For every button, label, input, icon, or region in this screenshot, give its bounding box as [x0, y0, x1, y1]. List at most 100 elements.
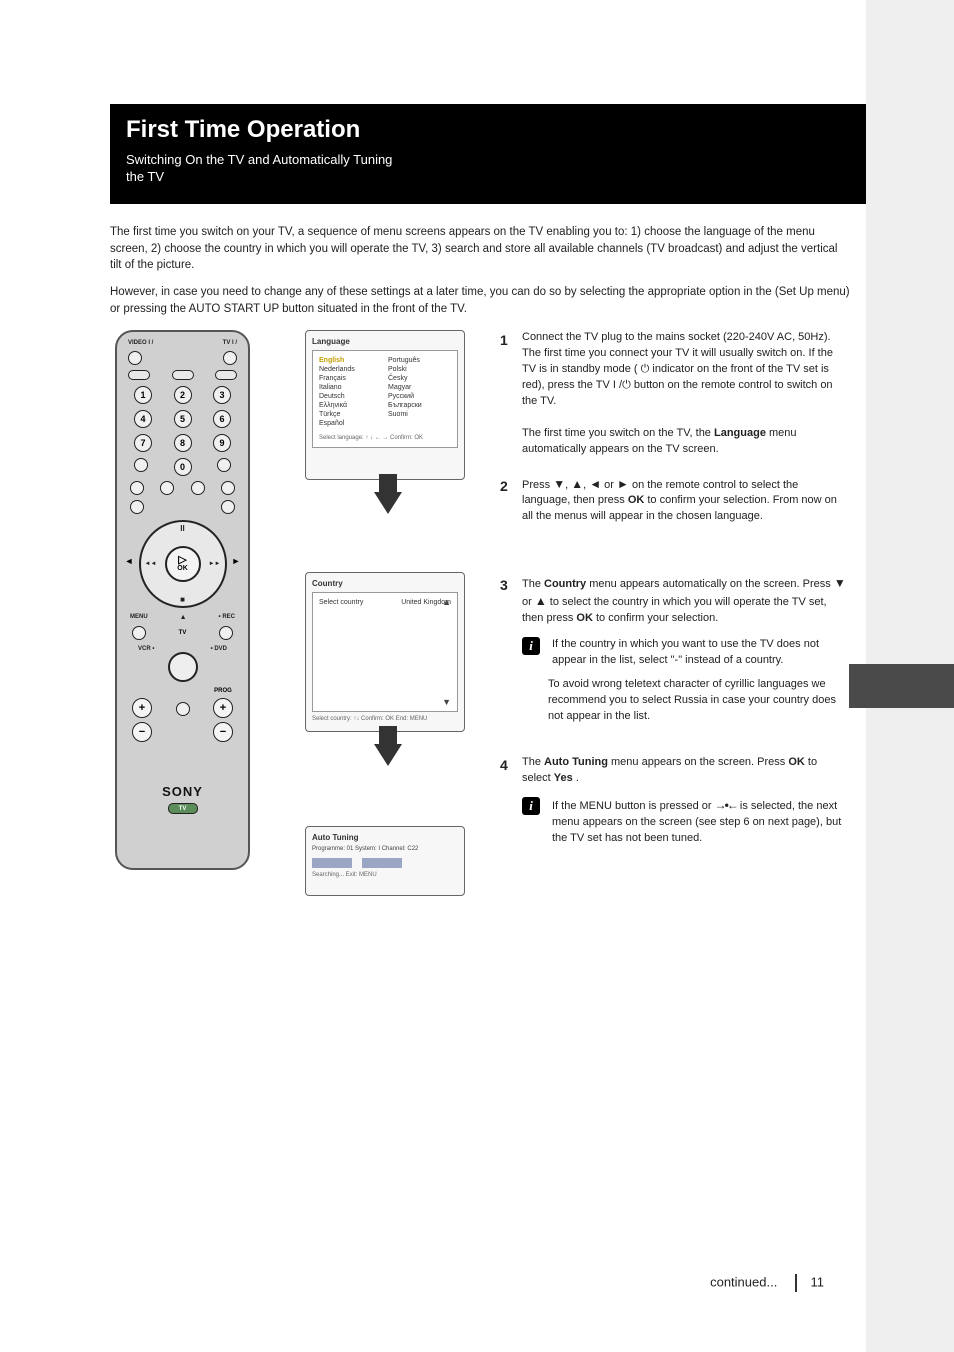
page-footer: continued... 11 [710, 1274, 824, 1292]
remote-vol-up: + [132, 698, 152, 718]
step-3-body: The Country menu appears automatically o… [522, 575, 848, 725]
section-subtitle-b: the TV [126, 169, 850, 186]
screen-country-inner: ▲ Select country United Kingdom ▼ [312, 592, 458, 712]
step-2: 2 Press ▼, ▲, ◄ or ► on the remote contr… [500, 476, 848, 526]
arrow-down-icon: ▼ [834, 576, 846, 590]
screen-country-title: Country [312, 579, 458, 588]
remote-mode-5 [130, 500, 144, 514]
remote-ok-button: ▷ OK [165, 546, 201, 582]
lang-col-right: Português Polski Česky Magyar Русский Бъ… [388, 357, 451, 427]
step-2-text-a: Press [522, 479, 553, 491]
intro-note: However, in case you need to change any … [110, 284, 850, 317]
step-1-power-glyphs: I / [613, 379, 622, 391]
step-4-ok: OK [788, 756, 805, 768]
step-3-country-word: Country [544, 578, 586, 590]
dpad-up: II [180, 524, 184, 533]
remote-mode-row [124, 481, 241, 495]
step-2-num: 2 [500, 476, 520, 496]
section-header: First Time Operation Switching On the TV… [110, 104, 866, 204]
lang-item: Magyar [388, 384, 451, 391]
lang-item: Español [319, 420, 382, 427]
lang-item: Italiano [319, 384, 382, 391]
remote-label-video: VIDEO I / [128, 340, 153, 346]
remote-mode-1 [130, 481, 144, 495]
step-4-note: i If the MENU button is pressed or →•← i… [522, 797, 848, 847]
step-3-num: 3 [500, 575, 520, 595]
continued-label: continued... [710, 1274, 777, 1289]
remote-lbl-dvd: • DVD [211, 646, 227, 652]
arrow-down-icon: ▼ [553, 477, 565, 491]
lang-item: Türkçe [319, 411, 382, 418]
remote-power-row [124, 351, 241, 365]
remote-key-1: 1 [134, 386, 152, 404]
step-2-ok: OK [628, 494, 645, 506]
tune-bar-1 [312, 858, 352, 868]
remote-tv-lbl: TV [179, 630, 187, 636]
remote-ok-tri: ▷ [178, 556, 186, 565]
remote-numpad: 123 456 789 0 [124, 386, 241, 476]
dpad-down: ■ [180, 595, 185, 604]
remote-dpad-left-glyph: ◄ [124, 556, 134, 566]
screen-language: Language English Nederlands Français Ita… [305, 330, 465, 480]
remote-pill-2 [172, 370, 194, 380]
remote-tv-power [223, 351, 237, 365]
remote-dpad-right-glyph: ► [231, 556, 241, 566]
remote-key-0: 0 [174, 458, 192, 476]
down-arrow-icon [374, 492, 402, 514]
country-scroll-up-icon: ▲ [442, 597, 451, 607]
remote-ok-label: OK [177, 565, 188, 572]
step-4-note-text: If the MENU button is pressed or [552, 800, 715, 812]
screens-column: Language English Nederlands Français Ita… [305, 330, 470, 896]
remote-mode-3 [191, 481, 205, 495]
lang-item: Deutsch [319, 393, 382, 400]
lang-item: Português [388, 357, 451, 364]
remote-lbl-vcr: VCR • [138, 646, 154, 652]
section-subtitle-a: Switching On the TV and Automatically Tu… [126, 152, 850, 169]
remote-key-8: 8 [174, 434, 192, 452]
remote-mode-2 [160, 481, 174, 495]
step-1: 1 Connect the TV plug to the mains socke… [500, 330, 848, 458]
screen-language-inner: English Nederlands Français Italiano Deu… [312, 350, 458, 448]
remote-mid-btn [176, 702, 190, 716]
instructions-column: 1 Connect the TV plug to the mains socke… [500, 330, 848, 865]
step-3-text-a: The [522, 578, 544, 590]
lang-item: Nederlands [319, 366, 382, 373]
step-3-text-b: menu appears automatically on the screen… [589, 578, 834, 590]
step-4-tune-word: Auto Tuning [544, 756, 608, 768]
remote-dpad-wrap: ◄ II ■ ◄◄ ►► ▷ OK ► [124, 514, 241, 608]
step-3-ok: OK [576, 612, 593, 624]
dpad-right: ►► [209, 561, 221, 567]
remote-illustration: VIDEO I / TV I / 123 456 789 0 [115, 330, 250, 870]
remote-vol-prog-row: x + − PROG + − [124, 688, 241, 742]
section-title: First Time Operation [126, 116, 850, 144]
screen-tune-title: Auto Tuning [312, 833, 458, 842]
down-arrow-icon [374, 744, 402, 766]
remote-tv-badge: TV [168, 803, 198, 814]
screen-tune-footer: Searching... Exit: MENU [312, 872, 458, 878]
screen-language-title: Language [312, 337, 458, 346]
info-icon: i [522, 637, 540, 655]
remote-vol-down: − [132, 722, 152, 742]
page-number: 11 [811, 1274, 825, 1289]
remote-top-labels: VIDEO I / TV I / [124, 340, 241, 346]
step-4-num: 4 [500, 755, 520, 775]
screen-country-footer: Select country: ↑↓ Confirm: OK End: MENU [312, 716, 458, 722]
remote-key-5: 5 [174, 410, 192, 428]
remote-center-select [168, 652, 198, 682]
lang-item: Български [388, 402, 451, 409]
page-divider [795, 1274, 797, 1292]
lang-item: English [319, 357, 382, 364]
remote-pill-row [124, 370, 241, 380]
step-4-arrows-icon: →•← [715, 798, 737, 812]
arrow-up-icon: ▲ [571, 477, 583, 491]
remote-key-aux-r [217, 458, 231, 472]
step-3-note-b: To avoid wrong teletext character of cyr… [548, 677, 848, 725]
page: First Time Operation Switching On the TV… [0, 0, 954, 1352]
screen-tune-bars [312, 858, 458, 868]
remote-mode-6 [221, 500, 235, 514]
remote-key-9: 9 [213, 434, 231, 452]
step-1-language-word: Language [714, 427, 766, 439]
remote-vol-col: x + − [132, 688, 152, 742]
standby-icon: ⏻ [641, 363, 650, 375]
screen-language-footer: Select language: ↑ ↓ ← → Confirm: OK [319, 435, 451, 441]
